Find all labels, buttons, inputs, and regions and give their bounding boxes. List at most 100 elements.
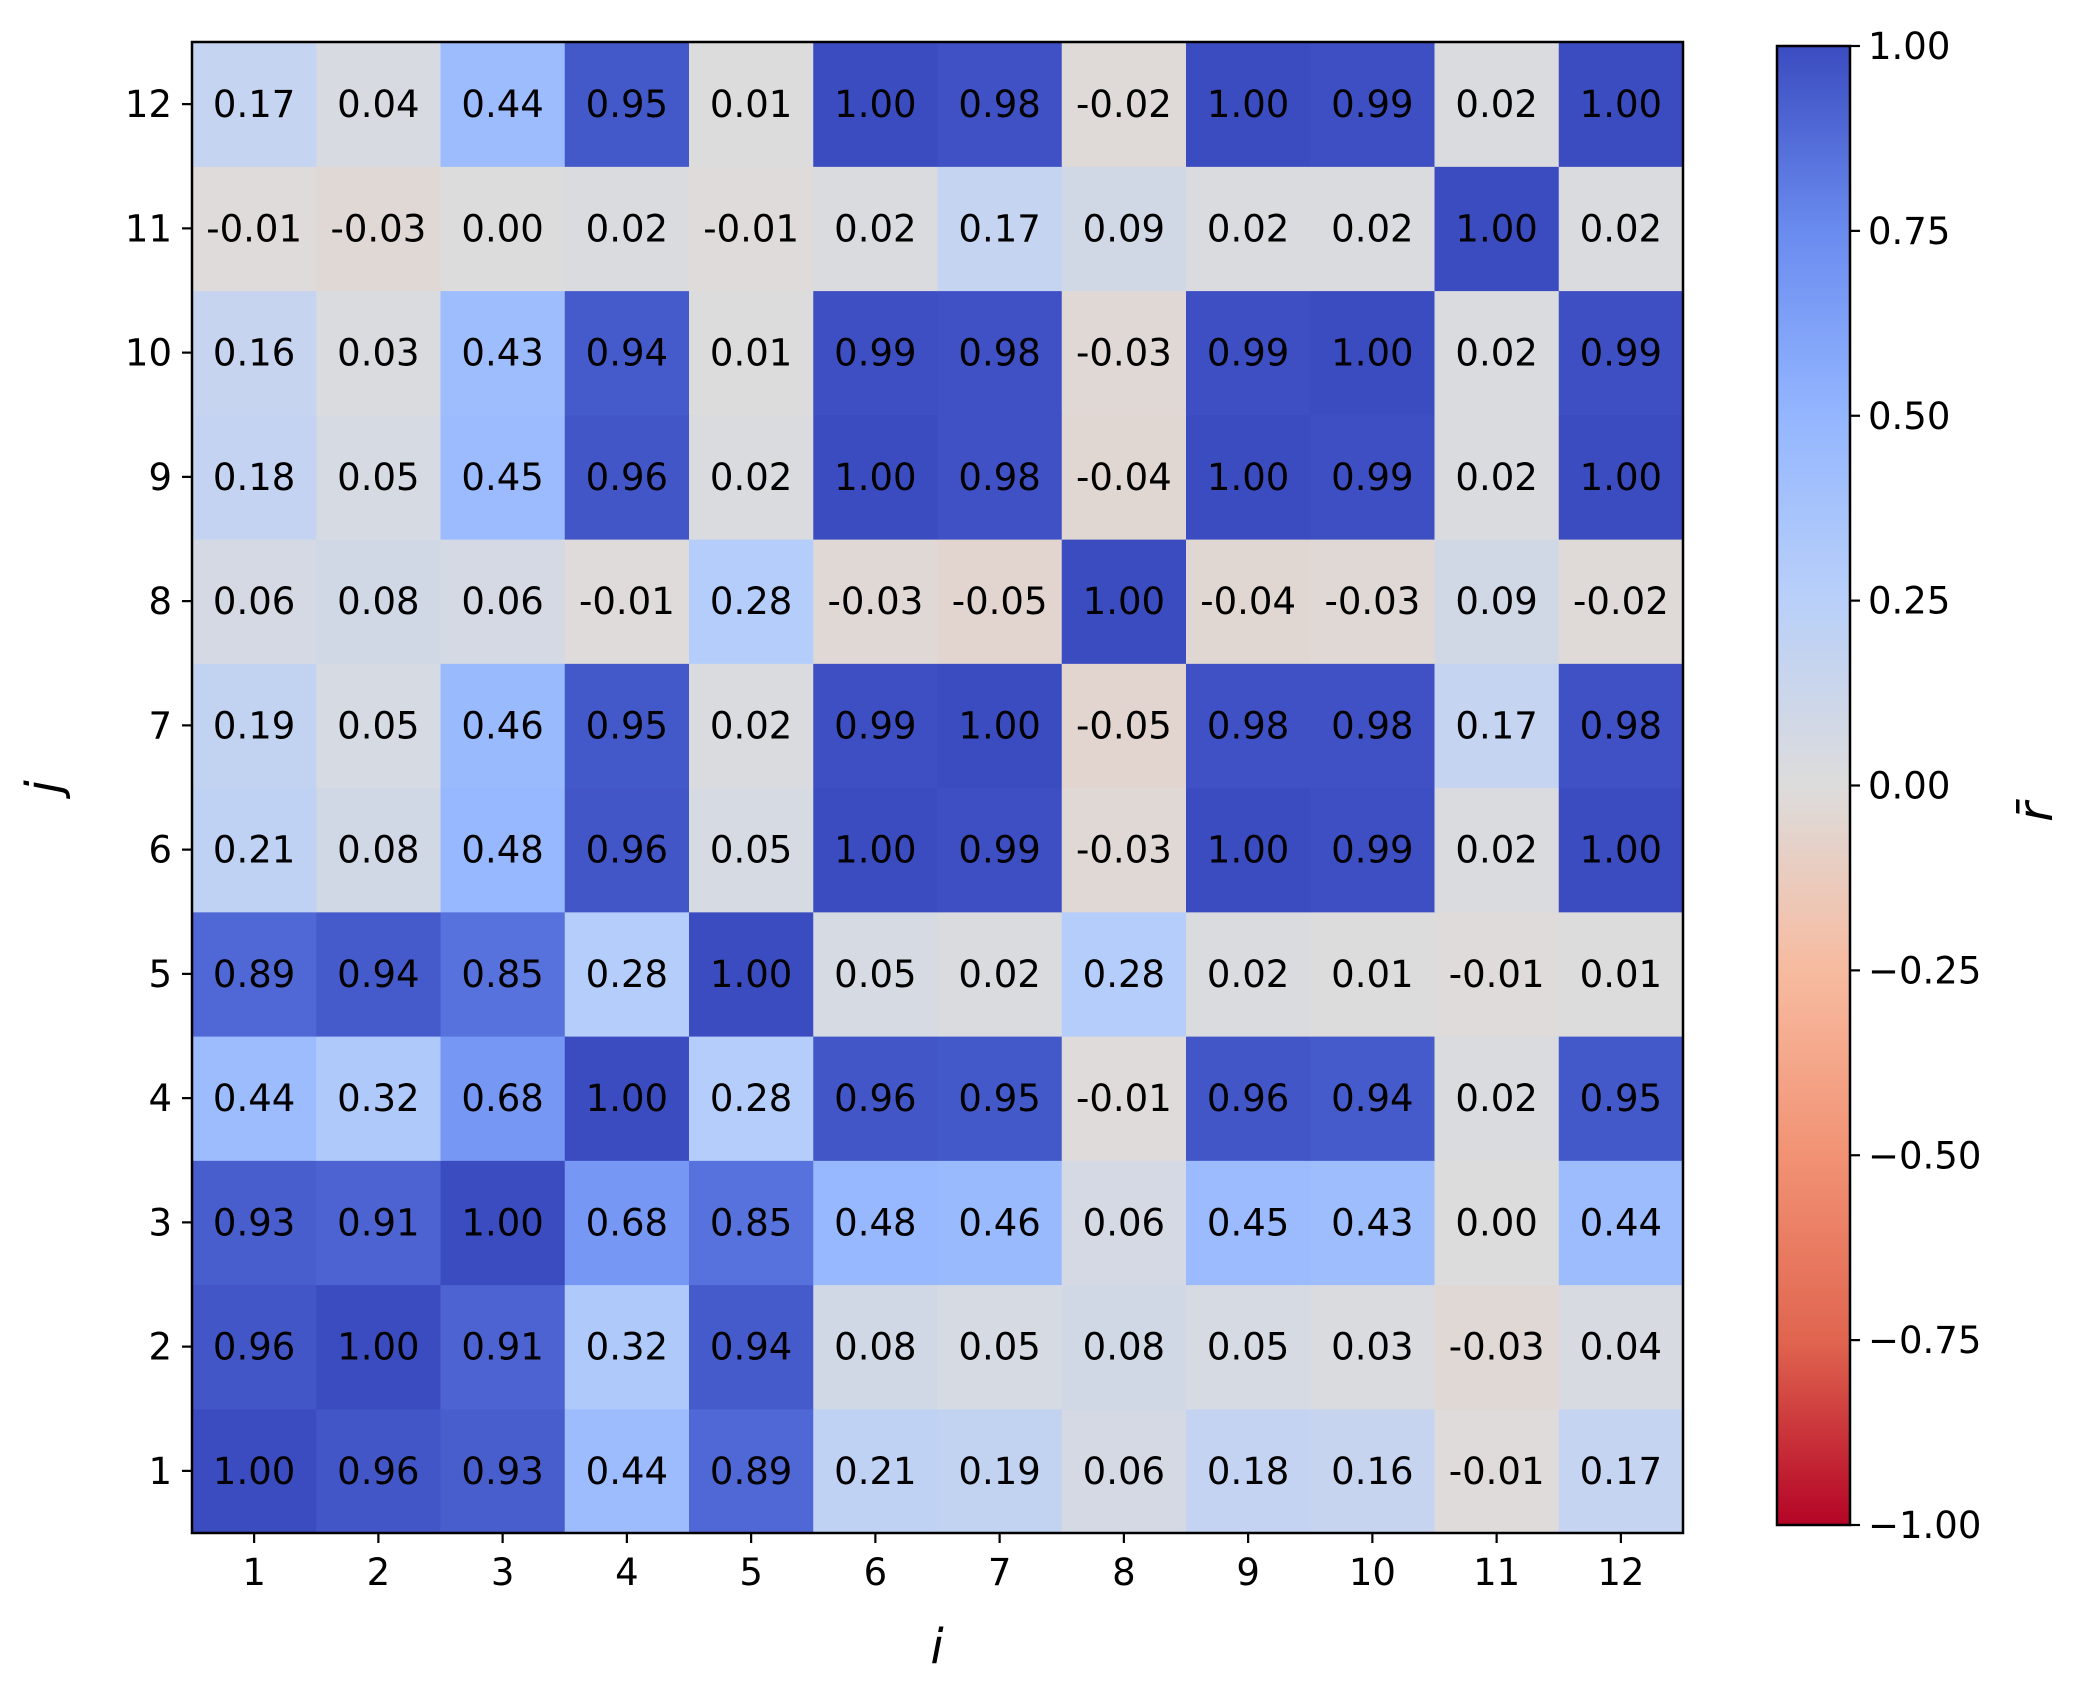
cell-value-label: 0.01 bbox=[1580, 953, 1662, 996]
cell-value-label: -0.03 bbox=[1076, 829, 1172, 872]
heatmap-cell bbox=[937, 911, 1063, 1037]
cell-value-label: -0.02 bbox=[1076, 83, 1172, 126]
heatmap-cell bbox=[689, 1284, 814, 1410]
heatmap-cell bbox=[1434, 663, 1560, 789]
cell-value-label: 0.99 bbox=[834, 332, 916, 375]
heatmap-cell bbox=[1061, 1408, 1187, 1534]
heatmap-cell bbox=[564, 663, 690, 789]
cell-value-label: 0.01 bbox=[1331, 953, 1413, 996]
heatmap-cell bbox=[564, 42, 690, 167]
heatmap-cell bbox=[564, 166, 690, 292]
heatmap-cell bbox=[192, 166, 317, 292]
heatmap-cell bbox=[1186, 911, 1311, 1037]
y-tick-label: 5 bbox=[148, 953, 172, 996]
colorbar-tick-label: 0.75 bbox=[1868, 210, 1950, 253]
cell-value-label: 0.96 bbox=[586, 456, 668, 499]
cell-value-label: 0.95 bbox=[586, 83, 668, 126]
heatmap-cell bbox=[1558, 663, 1684, 789]
cell-value-label: 0.98 bbox=[1580, 704, 1662, 747]
cell-value-label: 0.05 bbox=[1207, 1326, 1289, 1369]
cell-value-label: 1.00 bbox=[586, 1077, 668, 1120]
cell-value-label: 0.48 bbox=[834, 1201, 916, 1244]
cell-value-label: -0.01 bbox=[1449, 1450, 1545, 1493]
cell-value-label: 0.99 bbox=[834, 704, 916, 747]
cell-value-label: -0.03 bbox=[331, 207, 427, 250]
cell-value-label: 0.28 bbox=[586, 953, 668, 996]
heatmap-cell bbox=[1434, 911, 1560, 1037]
heatmap-cell bbox=[813, 166, 939, 292]
heatmap-cell bbox=[689, 166, 814, 292]
heatmap-cell bbox=[1310, 1036, 1436, 1161]
cell-value-label: 0.28 bbox=[710, 580, 792, 623]
y-tick-label: 4 bbox=[148, 1077, 172, 1120]
heatmap-cell bbox=[813, 911, 939, 1037]
cell-value-label: 1.00 bbox=[1580, 829, 1662, 872]
heatmap-cell bbox=[316, 1284, 442, 1410]
heatmap-cell bbox=[1310, 663, 1436, 789]
heatmap-cell bbox=[1061, 42, 1187, 167]
cell-value-label: 0.02 bbox=[1455, 332, 1537, 375]
cell-value-label: 0.68 bbox=[586, 1201, 668, 1244]
colorbar bbox=[1777, 46, 1850, 1525]
heatmap-cell bbox=[564, 1160, 690, 1286]
heatmap-cell bbox=[1558, 787, 1684, 913]
heatmap-cell bbox=[937, 663, 1063, 789]
cell-value-label: 1.00 bbox=[213, 1450, 295, 1493]
heatmap-cell bbox=[689, 1160, 814, 1286]
y-tick-label: 7 bbox=[148, 704, 172, 747]
heatmap-cell bbox=[1434, 42, 1560, 167]
heatmap-cell bbox=[813, 414, 939, 540]
cell-value-label: 0.08 bbox=[834, 1326, 916, 1369]
y-axis-label: j bbox=[16, 780, 72, 800]
heatmap-cell bbox=[564, 1284, 690, 1410]
cell-value-label: 0.43 bbox=[1331, 1201, 1413, 1244]
cell-value-label: 0.02 bbox=[1455, 829, 1537, 872]
colorbar-tick-label: 0.00 bbox=[1868, 765, 1950, 808]
heatmap-cell bbox=[1186, 1160, 1311, 1286]
heatmap-cell bbox=[937, 787, 1063, 913]
heatmap-cell bbox=[316, 911, 442, 1037]
heatmap-cell bbox=[1061, 166, 1187, 292]
cell-value-label: -0.01 bbox=[1076, 1077, 1172, 1120]
heatmap-cell bbox=[192, 1408, 317, 1534]
cell-value-label: 0.16 bbox=[213, 332, 295, 375]
cell-value-label: 0.28 bbox=[1083, 953, 1165, 996]
cell-value-label: 0.05 bbox=[710, 829, 792, 872]
heatmap-cell bbox=[689, 1036, 814, 1161]
heatmap-cell bbox=[192, 787, 317, 913]
heatmap-cell bbox=[316, 663, 442, 789]
cell-value-label: 0.02 bbox=[1207, 207, 1289, 250]
cell-value-label: 0.95 bbox=[958, 1077, 1040, 1120]
heatmap-cell bbox=[1310, 1160, 1436, 1286]
heatmap-cell bbox=[316, 42, 442, 167]
heatmap-cell bbox=[440, 166, 566, 292]
cell-value-label: 1.00 bbox=[834, 829, 916, 872]
x-tick-label: 12 bbox=[1597, 1551, 1644, 1594]
heatmap-cell bbox=[937, 42, 1063, 167]
cell-value-label: 0.09 bbox=[1455, 580, 1537, 623]
x-tick-label: 9 bbox=[1236, 1551, 1260, 1594]
cell-value-label: 0.08 bbox=[1083, 1326, 1165, 1369]
cell-value-label: 0.03 bbox=[1331, 1326, 1413, 1369]
heatmap-cell bbox=[1434, 1160, 1560, 1286]
heatmap-cell bbox=[689, 663, 814, 789]
cell-value-label: 0.96 bbox=[586, 829, 668, 872]
heatmap-cell bbox=[1186, 290, 1311, 416]
cell-value-label: 0.05 bbox=[337, 456, 419, 499]
heatmap-cell bbox=[937, 1160, 1063, 1286]
cell-value-label: 0.91 bbox=[337, 1201, 419, 1244]
heatmap-cell bbox=[1186, 787, 1311, 913]
cell-value-label: 0.32 bbox=[586, 1326, 668, 1369]
heatmap-cell bbox=[813, 787, 939, 913]
cell-value-label: 0.17 bbox=[213, 83, 295, 126]
cell-value-label: 0.32 bbox=[337, 1077, 419, 1120]
cell-value-label: 0.93 bbox=[461, 1450, 543, 1493]
cell-value-label: 0.18 bbox=[1207, 1450, 1289, 1493]
cell-value-label: 0.02 bbox=[958, 953, 1040, 996]
heatmap-cell bbox=[1558, 1408, 1684, 1534]
x-tick-label: 5 bbox=[739, 1551, 763, 1594]
heatmap-cell bbox=[192, 1284, 317, 1410]
cell-value-label: 0.17 bbox=[1580, 1450, 1662, 1493]
y-tick-label: 6 bbox=[148, 829, 172, 872]
